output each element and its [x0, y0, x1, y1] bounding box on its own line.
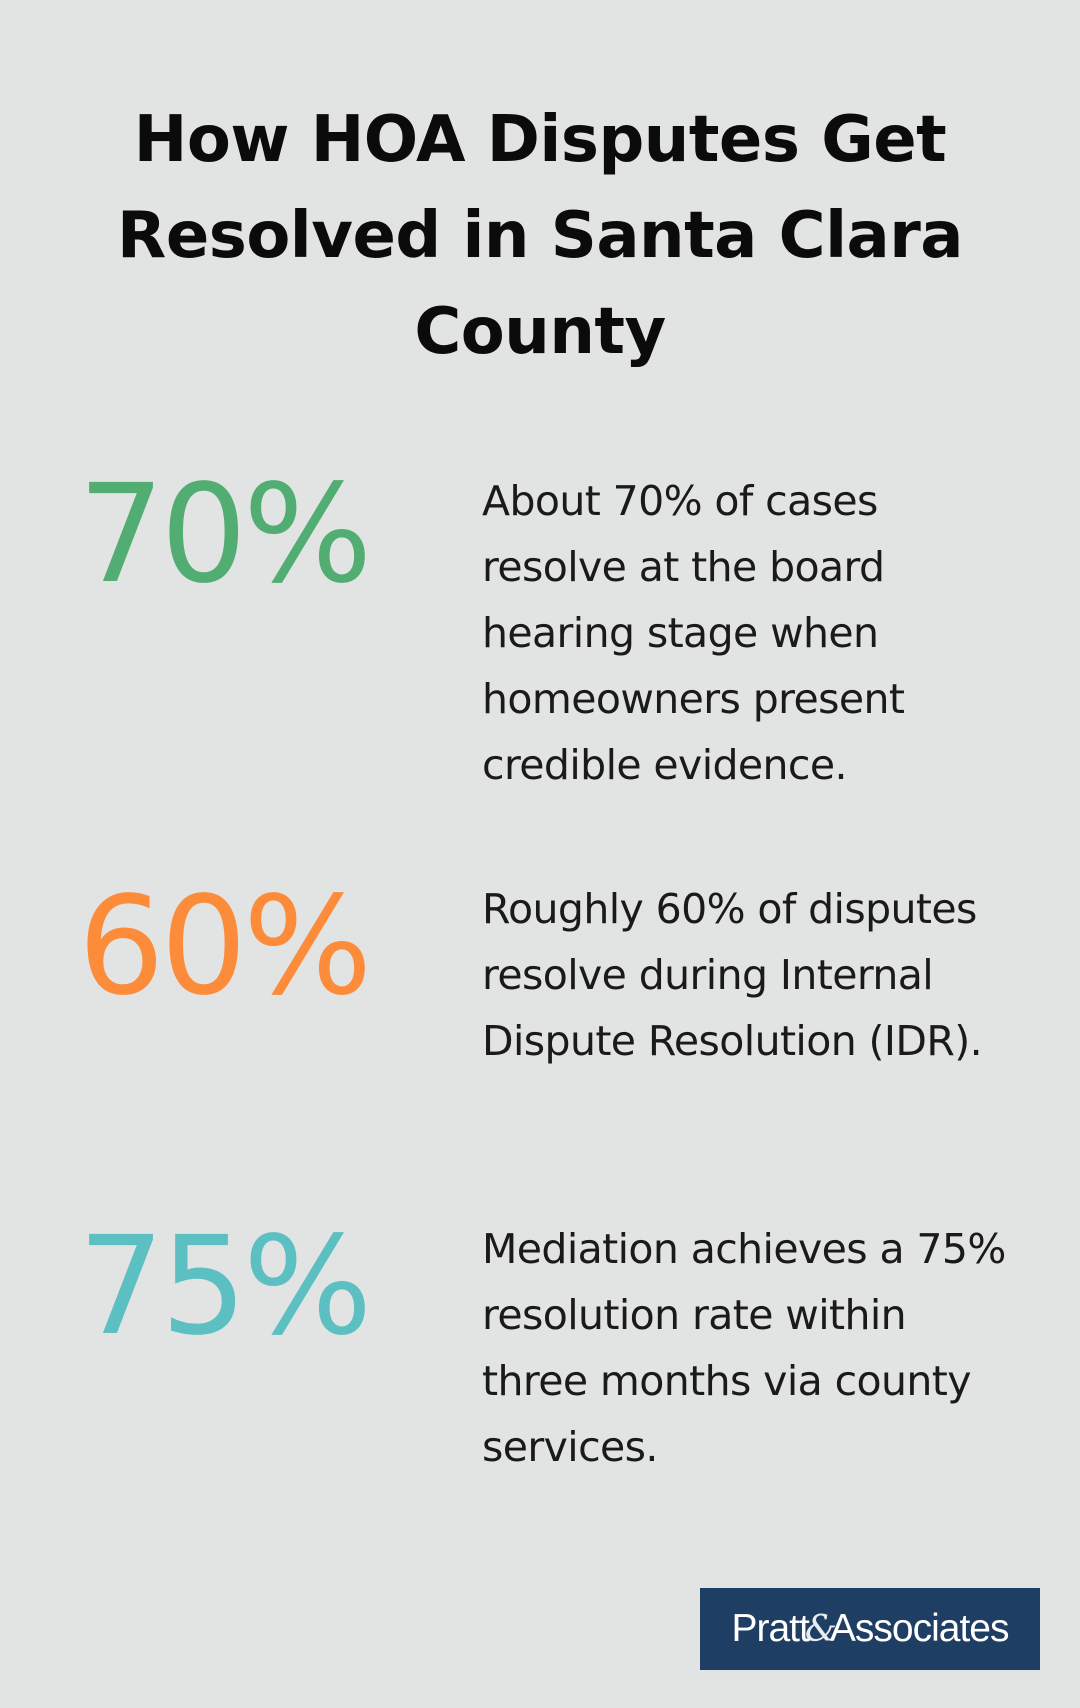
page-title: How HOA Disputes Get Resolved in Santa C…: [117, 103, 963, 369]
stat-value: 60%: [78, 868, 372, 1026]
stat-value: 75%: [78, 1208, 372, 1366]
stat-description: Mediation achieves a 75% resolution rate…: [482, 1225, 1006, 1471]
logo-ampersand: &: [804, 1609, 837, 1650]
stat-description: Roughly 60% of disputes resolve during I…: [482, 885, 983, 1065]
stat-value: 70%: [78, 456, 372, 614]
stat-description: About 70% of cases resolve at the board …: [482, 477, 905, 789]
logo-text-right: Associates: [829, 1607, 1010, 1650]
logo-text-left: Pratt: [731, 1607, 809, 1650]
company-logo: Pratt&Associates: [700, 1588, 1040, 1670]
